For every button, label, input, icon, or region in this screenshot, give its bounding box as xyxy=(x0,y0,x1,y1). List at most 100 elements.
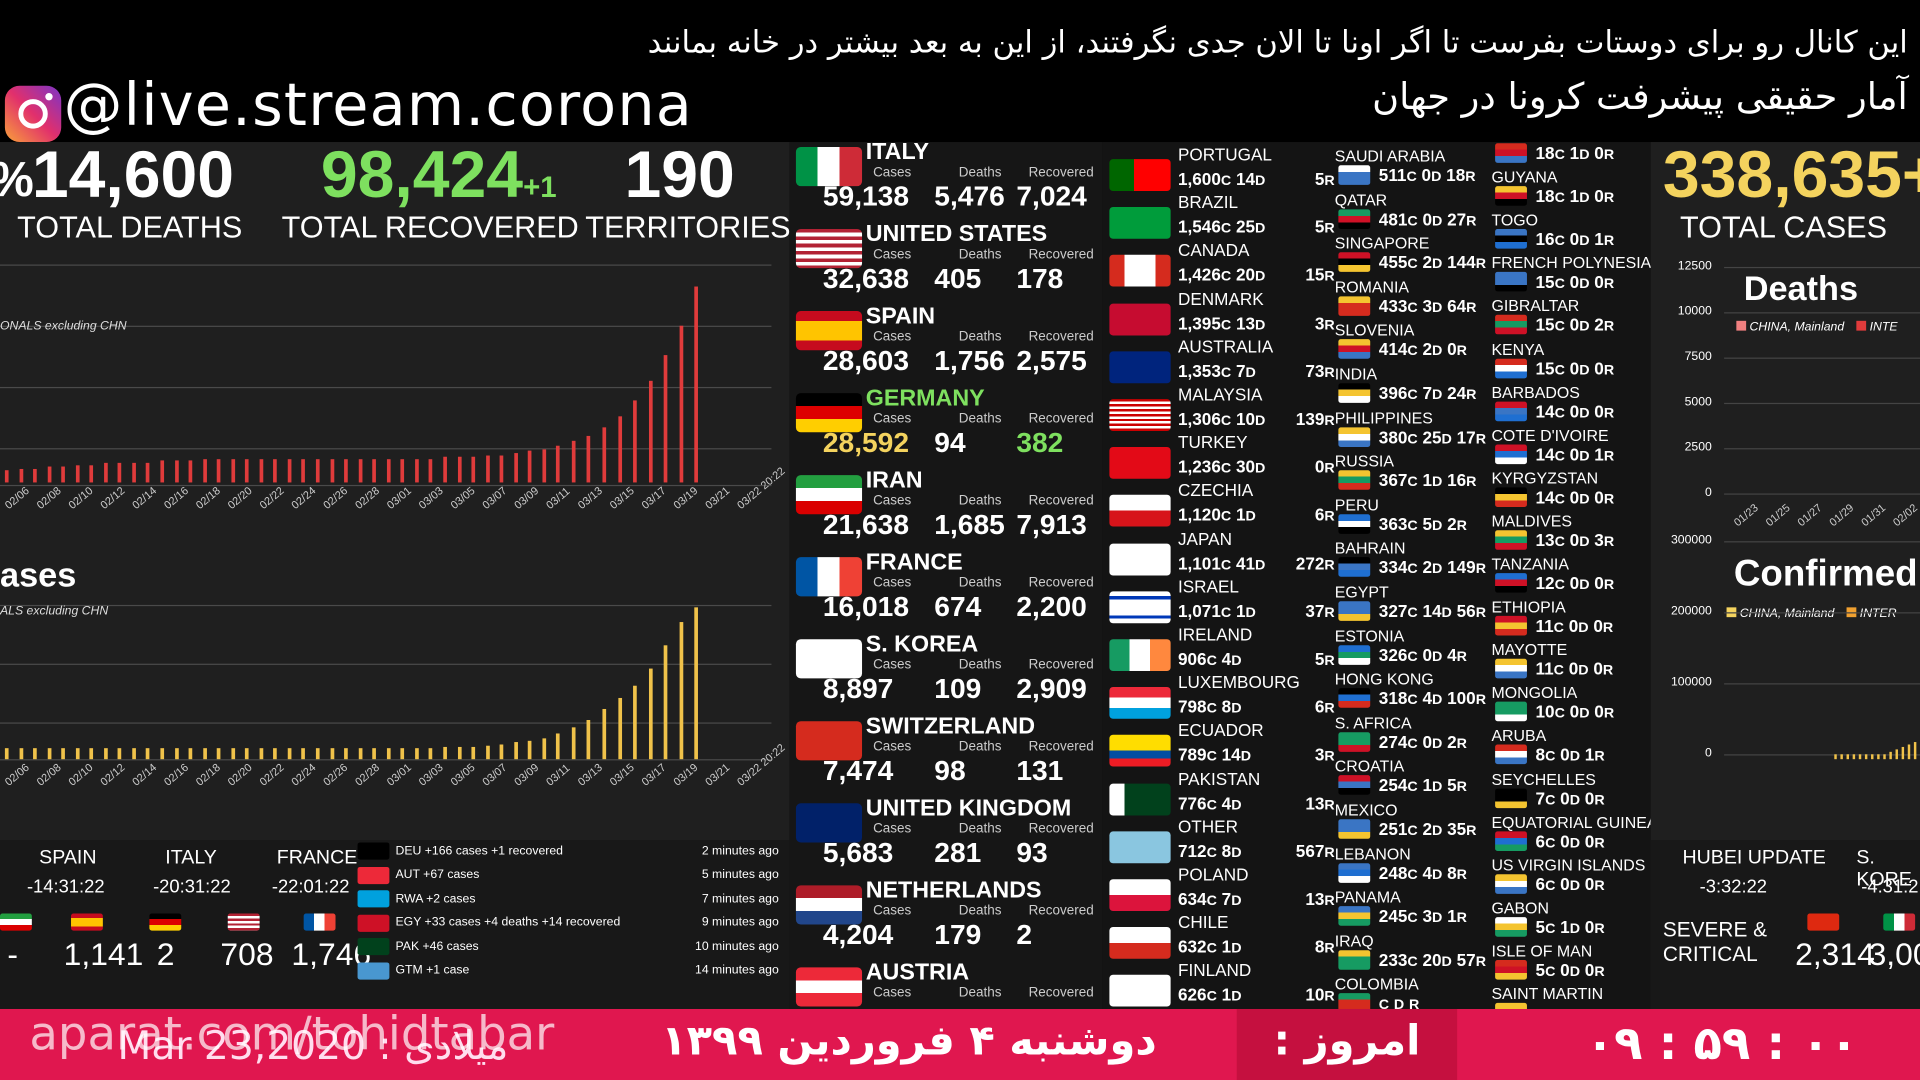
recovered-label: Recovered xyxy=(1028,165,1094,181)
country-row-small: HONG KONG 318C 4D 100R xyxy=(1335,670,1494,713)
country-name: MAYOTTE xyxy=(1491,640,1568,660)
more-countries-list: PORTUGAL 1,600C 14D 5R BRAZIL 1,546C 25D… xyxy=(1102,142,1657,1023)
cases-bar xyxy=(556,733,560,760)
country-stats: 380C 25D 17R xyxy=(1378,426,1487,447)
feed-text: DEU +166 cases +1 recovered xyxy=(395,844,563,858)
country-row-small: JAPAN 1,101C 41D 272R xyxy=(1102,528,1335,577)
country-row-small: MONGOLIA 10C 0D 0R xyxy=(1491,684,1650,727)
flag-icon xyxy=(1495,744,1527,765)
country-row-small: GIBRALTAR 15C 0D 2R xyxy=(1491,297,1650,340)
country-stats: 1,306C 10D 139R xyxy=(1177,408,1335,429)
country-stats: 318C 4D 100R xyxy=(1378,688,1487,708)
country-stats: 8C 0D 1R xyxy=(1535,744,1605,765)
footer-clock: ۰۹ : ۵۹ : ۰۰ xyxy=(1585,1016,1859,1071)
persian-banner-line1: این کانال رو برای دوستات بفرست تا اگر او… xyxy=(647,24,1908,61)
deaths-label: Deaths xyxy=(958,985,1002,1001)
country-name: PAKISTAN xyxy=(1177,768,1261,789)
country-row-small: MALDIVES 13C 0D 3R xyxy=(1491,512,1650,555)
flag-icon xyxy=(1338,775,1371,796)
deaths-label: Deaths xyxy=(958,329,1002,345)
cases-bar xyxy=(400,748,405,760)
country-name: ETHIOPIA xyxy=(1491,597,1566,617)
country-name: LEBANON xyxy=(1334,844,1411,863)
deaths-legend-right: CHINA, Mainland INTE xyxy=(1736,320,1897,334)
country-recovered: 131 xyxy=(1016,754,1064,787)
cases-bar xyxy=(587,719,591,760)
flag-icon xyxy=(1495,787,1527,808)
deaths-bar xyxy=(679,325,683,483)
flag-icon xyxy=(1338,949,1371,970)
total-deaths-label: TOTAL DEATHS xyxy=(17,210,243,245)
feed-item: PAK +46 cases 10 minutes ago xyxy=(357,937,779,956)
cases-label: Cases xyxy=(873,739,912,755)
deaths-date-tick: 02/10 xyxy=(66,484,96,512)
country-name: IRELAND xyxy=(1177,624,1253,645)
country-stats: 414C 2D 0R xyxy=(1378,339,1467,360)
country-stats: 16C 0D 1R xyxy=(1535,229,1615,249)
flag-icon xyxy=(1338,557,1371,578)
confirmed-mark xyxy=(1864,754,1868,760)
cases-bar xyxy=(19,748,23,760)
cases-label: Cases xyxy=(873,657,912,673)
recovered-label: Recovered xyxy=(1028,575,1094,591)
recovered-label: Recovered xyxy=(1028,903,1094,919)
country-name: AUSTRIA xyxy=(865,960,970,986)
country-stats: 334C 2D 149R xyxy=(1378,557,1487,578)
country-row-small: ARUBA 8C 0D 1R xyxy=(1491,727,1650,770)
country-row-small: CHILE 632C 1D 8R xyxy=(1102,912,1335,961)
left-panel: % 14,600 TOTAL DEATHS 98,424+1 TOTAL REC… xyxy=(0,142,791,1012)
country-name: S. AFRICA xyxy=(1334,713,1412,733)
deaths-bar xyxy=(216,458,221,483)
country-stats: 245C 3D 1R xyxy=(1378,906,1467,926)
feed-text: RWA +2 cases xyxy=(395,892,476,906)
country-name: EQUATORIAL GUINEA xyxy=(1491,812,1658,831)
feed-time: 7 minutes ago xyxy=(701,892,779,906)
deaths-date-tick: 02/20 xyxy=(225,484,255,512)
country-name: SAINT MARTIN xyxy=(1491,984,1604,1003)
country-row-small: EGYPT 327C 14D 56R xyxy=(1335,583,1494,626)
flag-icon xyxy=(795,228,863,269)
country-stats: 712C 8D 567R xyxy=(1177,840,1335,861)
gridline xyxy=(1724,683,1920,685)
cases-bar xyxy=(648,668,653,760)
top-countries-list: ITALY Cases Deaths Recovered 59,138 5,47… xyxy=(789,140,1103,1009)
country-row-small: CROATIA 254C 1D 5R xyxy=(1335,757,1494,800)
country-recovered: 2,909 xyxy=(1016,672,1087,705)
cases-bar xyxy=(188,748,193,760)
deaths-bar xyxy=(19,468,23,483)
country-name: PORTUGAL xyxy=(1177,144,1272,165)
country-deaths: 1,685 xyxy=(934,508,1005,541)
deaths-date-tick: 02/08 xyxy=(34,484,64,512)
deaths-date-tick: 03/09 xyxy=(511,484,541,512)
feed-time: 10 minutes ago xyxy=(695,939,779,954)
flag-icon xyxy=(795,803,863,843)
feed-time: 2 minutes ago xyxy=(701,844,779,858)
country-row-small: PERU 363C 5D 2R xyxy=(1335,496,1494,539)
country-row-small: EQUATORIAL GUINEA 6C 0D 0R xyxy=(1491,813,1657,856)
deaths-bar xyxy=(330,458,334,483)
cases-bar xyxy=(386,748,391,760)
country-stats: 433C 3D 64R xyxy=(1378,296,1477,316)
country-row-small: TANZANIA 12C 0D 0R xyxy=(1491,555,1650,598)
deaths-bar xyxy=(556,445,560,483)
recovered-label: Recovered xyxy=(1028,411,1094,427)
country-stats: 14C 0D 1R xyxy=(1535,444,1615,464)
flag-icon xyxy=(1109,495,1171,528)
footer-today-label: امروز : xyxy=(1273,1016,1421,1066)
flag-icon xyxy=(795,146,863,187)
cases-bar xyxy=(160,748,165,760)
severe-label: SEVERE & xyxy=(1662,918,1768,942)
country-deaths: 179 xyxy=(934,918,982,951)
country-name: UNITED KINGDOM xyxy=(865,795,1072,822)
deaths-ytick: 10000 xyxy=(1677,304,1712,319)
country-row: ITALY Cases Deaths Recovered 59,138 5,47… xyxy=(790,140,1102,224)
cases-bar xyxy=(118,748,122,760)
deaths-ytick: 7500 xyxy=(1684,350,1712,364)
deaths-date-tick: 03/01 xyxy=(384,484,414,512)
confirmed-mark xyxy=(1840,754,1843,760)
cases-date-tick: 03/19 xyxy=(671,761,701,789)
italy-mini-flag xyxy=(1883,913,1916,931)
country-stats: 1,071C 1D 37R xyxy=(1177,600,1335,621)
deaths-date-tick: 03/19 xyxy=(671,484,701,512)
country-cases: 21,638 xyxy=(822,508,910,541)
